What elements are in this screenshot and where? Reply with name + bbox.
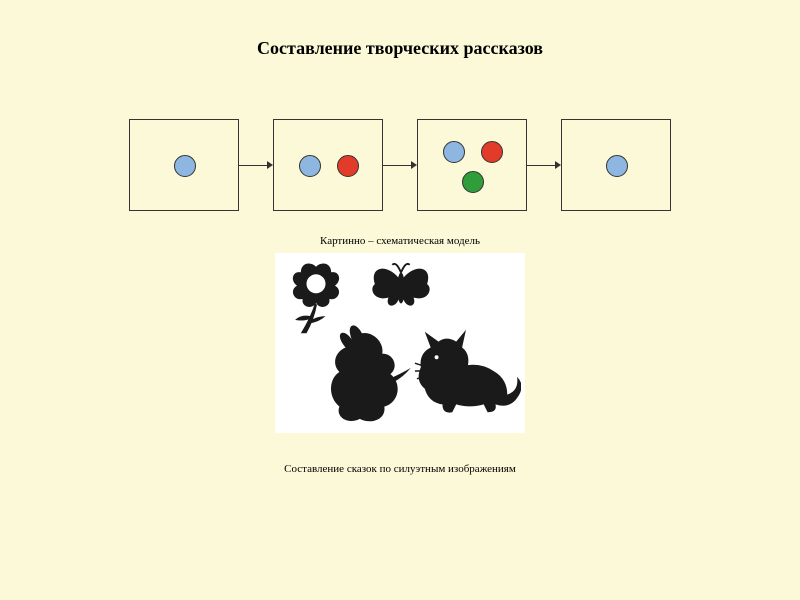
cat-silhouette <box>413 325 521 419</box>
caption-silhouette: Составление сказок по силуэтным изображе… <box>0 463 800 475</box>
arrow-3 <box>527 161 561 169</box>
circle-red <box>481 141 503 163</box>
circle-blue <box>443 141 465 163</box>
model-box-4 <box>561 119 671 211</box>
arrow-2 <box>383 161 417 169</box>
butterfly-silhouette <box>367 259 435 317</box>
circle-red <box>337 155 359 177</box>
silhouette-image <box>275 253 525 433</box>
page-title: Составление творческих рассказов <box>0 0 800 59</box>
circle-green <box>462 171 484 193</box>
circle-blue <box>174 155 196 177</box>
model-box-3 <box>417 119 527 211</box>
circle-blue <box>299 155 321 177</box>
model-box-1 <box>129 119 239 211</box>
silhouette-panel <box>0 253 800 433</box>
arrow-1 <box>239 161 273 169</box>
model-box-2 <box>273 119 383 211</box>
schematic-model-row <box>0 119 800 211</box>
caption-schematic-model: Картинно – схематическая модель <box>0 235 800 247</box>
rabbit-silhouette <box>323 323 415 425</box>
circle-blue <box>606 155 628 177</box>
